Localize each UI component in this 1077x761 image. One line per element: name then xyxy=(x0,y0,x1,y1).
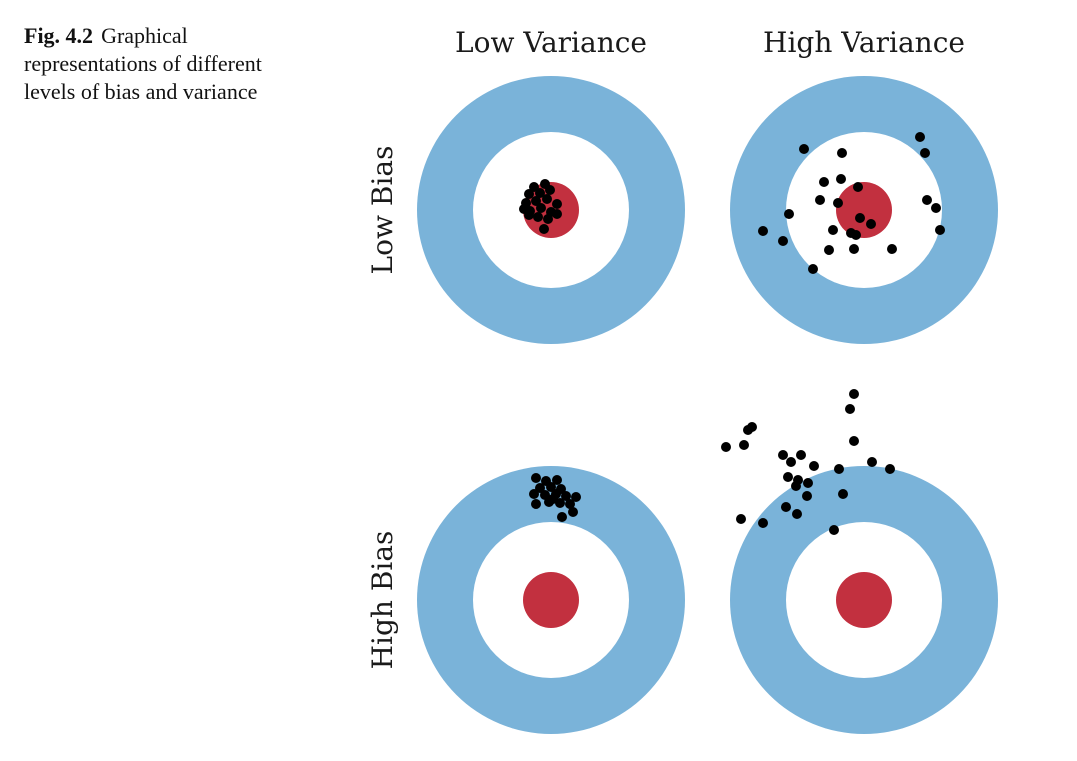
row-header-high-bias: High Bias xyxy=(366,531,399,670)
dot-cluster xyxy=(529,473,581,522)
row-header-low-bias: Low Bias xyxy=(366,146,399,275)
target-low-bias-high-variance xyxy=(730,76,998,344)
target-low-bias-low-variance xyxy=(417,76,685,344)
dot-cluster xyxy=(758,132,945,274)
dot-cluster xyxy=(721,389,895,535)
column-header-low-variance: Low Variance xyxy=(455,26,647,59)
figure-caption-text: Graphical representations of different l… xyxy=(24,23,262,104)
dot-cluster xyxy=(519,179,562,234)
figure-label: Fig. 4.2 xyxy=(24,23,94,48)
target-high-bias-low-variance xyxy=(417,466,685,734)
column-header-high-variance: High Variance xyxy=(763,26,965,59)
figure-caption: Fig. 4.2 Graphical representations of dif… xyxy=(24,22,314,106)
bullseye xyxy=(523,572,579,628)
bullseye xyxy=(836,182,892,238)
target-high-bias-high-variance xyxy=(721,389,998,734)
bullseye xyxy=(836,572,892,628)
